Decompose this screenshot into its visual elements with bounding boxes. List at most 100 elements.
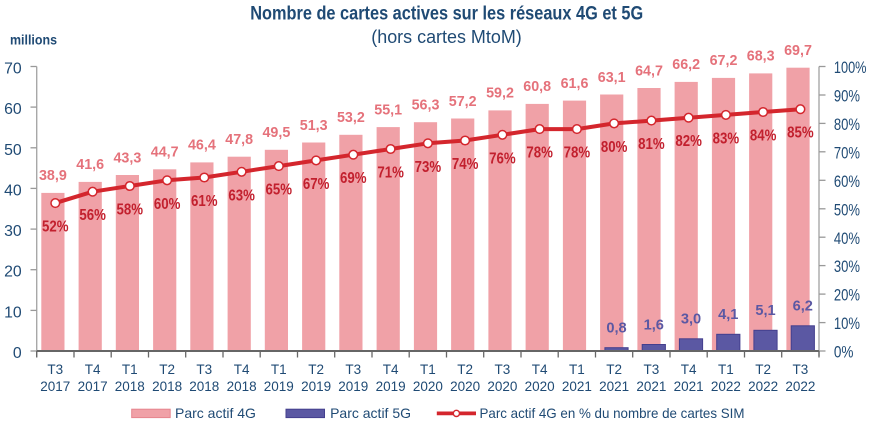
svg-text:(hors cartes MtoM): (hors cartes MtoM) [371, 26, 522, 47]
svg-text:60: 60 [4, 101, 22, 118]
svg-text:2021: 2021 [636, 379, 666, 394]
svg-text:T1: T1 [718, 362, 734, 377]
svg-text:41,6: 41,6 [76, 157, 104, 173]
svg-text:2017: 2017 [40, 379, 70, 394]
svg-text:T4: T4 [532, 362, 548, 377]
svg-text:73%: 73% [415, 159, 442, 176]
svg-text:50%: 50% [834, 201, 860, 219]
svg-text:40%: 40% [834, 230, 860, 248]
svg-text:2018: 2018 [189, 379, 219, 394]
svg-text:T3: T3 [495, 362, 511, 377]
svg-text:T4: T4 [234, 362, 250, 377]
svg-text:59,2: 59,2 [486, 86, 514, 102]
svg-text:51,3: 51,3 [300, 118, 328, 134]
svg-text:T4: T4 [681, 362, 697, 377]
svg-text:T1: T1 [122, 362, 138, 377]
svg-text:0%: 0% [834, 344, 854, 362]
svg-text:2018: 2018 [115, 379, 145, 394]
svg-text:T3: T3 [345, 362, 361, 377]
svg-text:57,2: 57,2 [449, 94, 477, 110]
svg-text:38,9: 38,9 [39, 168, 67, 184]
svg-text:T1: T1 [271, 362, 287, 377]
svg-text:Parc actif 5G: Parc actif 5G [330, 405, 411, 421]
svg-text:78%: 78% [526, 145, 553, 162]
svg-text:T3: T3 [47, 362, 63, 377]
svg-text:81%: 81% [638, 136, 665, 153]
svg-text:47,8: 47,8 [225, 132, 253, 148]
svg-text:2018: 2018 [152, 379, 182, 394]
svg-text:T4: T4 [383, 362, 399, 377]
svg-text:58%: 58% [117, 202, 144, 219]
svg-text:Nombre de cartes actives sur l: Nombre de cartes actives sur les réseaux… [250, 3, 643, 25]
svg-text:2019: 2019 [301, 379, 331, 394]
svg-text:0,8: 0,8 [606, 321, 626, 337]
svg-text:53,2: 53,2 [337, 110, 365, 126]
svg-text:100%: 100% [834, 59, 867, 77]
svg-text:20%: 20% [834, 287, 860, 305]
svg-text:46,4: 46,4 [188, 138, 216, 154]
svg-text:2018: 2018 [227, 379, 257, 394]
svg-text:90%: 90% [834, 88, 860, 106]
svg-text:2022: 2022 [785, 379, 815, 394]
svg-text:2022: 2022 [711, 379, 741, 394]
svg-text:44,7: 44,7 [151, 145, 179, 161]
svg-text:2019: 2019 [264, 379, 294, 394]
svg-text:2021: 2021 [562, 379, 592, 394]
svg-text:69,7: 69,7 [784, 43, 812, 59]
svg-text:60%: 60% [154, 196, 181, 213]
svg-text:65%: 65% [266, 182, 293, 199]
svg-text:T2: T2 [159, 362, 175, 377]
svg-text:84%: 84% [750, 128, 777, 145]
svg-text:83%: 83% [713, 130, 740, 147]
svg-text:5,1: 5,1 [755, 303, 775, 319]
svg-text:40: 40 [4, 182, 22, 199]
svg-text:2019: 2019 [376, 379, 406, 394]
svg-text:2017: 2017 [78, 379, 108, 394]
svg-text:50: 50 [4, 142, 22, 159]
svg-text:2021: 2021 [599, 379, 629, 394]
svg-text:56%: 56% [79, 207, 106, 224]
svg-text:T2: T2 [755, 362, 771, 377]
svg-text:70: 70 [4, 61, 22, 78]
svg-text:69%: 69% [340, 170, 367, 187]
svg-text:52%: 52% [42, 219, 69, 236]
svg-text:82%: 82% [675, 133, 702, 150]
svg-text:T2: T2 [308, 362, 324, 377]
svg-text:78%: 78% [564, 145, 591, 162]
svg-text:T2: T2 [606, 362, 622, 377]
svg-text:55,1: 55,1 [374, 102, 402, 118]
svg-text:71%: 71% [377, 165, 404, 182]
svg-text:60,8: 60,8 [523, 79, 551, 95]
svg-text:61,6: 61,6 [561, 76, 589, 92]
svg-text:T2: T2 [457, 362, 473, 377]
svg-text:74%: 74% [452, 156, 479, 173]
svg-text:10: 10 [4, 304, 22, 321]
svg-text:30%: 30% [834, 258, 860, 276]
svg-text:60%: 60% [834, 173, 860, 191]
svg-text:2020: 2020 [487, 379, 517, 394]
svg-text:70%: 70% [834, 144, 860, 162]
svg-text:2020: 2020 [450, 379, 480, 394]
svg-text:2020: 2020 [525, 379, 555, 394]
svg-text:1,6: 1,6 [644, 317, 664, 333]
svg-text:T4: T4 [85, 362, 101, 377]
svg-text:T3: T3 [793, 362, 809, 377]
svg-text:76%: 76% [489, 150, 516, 167]
svg-text:T3: T3 [196, 362, 212, 377]
svg-text:20: 20 [4, 264, 22, 281]
svg-text:T1: T1 [420, 362, 436, 377]
svg-text:68,3: 68,3 [747, 49, 775, 65]
svg-text:4,1: 4,1 [718, 307, 738, 323]
svg-text:2019: 2019 [338, 379, 368, 394]
svg-text:Parc actif 4G: Parc actif 4G [175, 405, 256, 421]
svg-text:6,2: 6,2 [793, 299, 813, 315]
svg-text:63,1: 63,1 [598, 70, 626, 86]
svg-text:85%: 85% [787, 125, 814, 142]
svg-text:43,3: 43,3 [113, 150, 141, 166]
svg-text:61%: 61% [191, 193, 218, 210]
svg-text:30: 30 [4, 223, 22, 240]
svg-text:2021: 2021 [674, 379, 704, 394]
svg-text:3,0: 3,0 [681, 312, 701, 328]
svg-text:millions: millions [10, 33, 57, 48]
svg-text:80%: 80% [834, 116, 860, 134]
